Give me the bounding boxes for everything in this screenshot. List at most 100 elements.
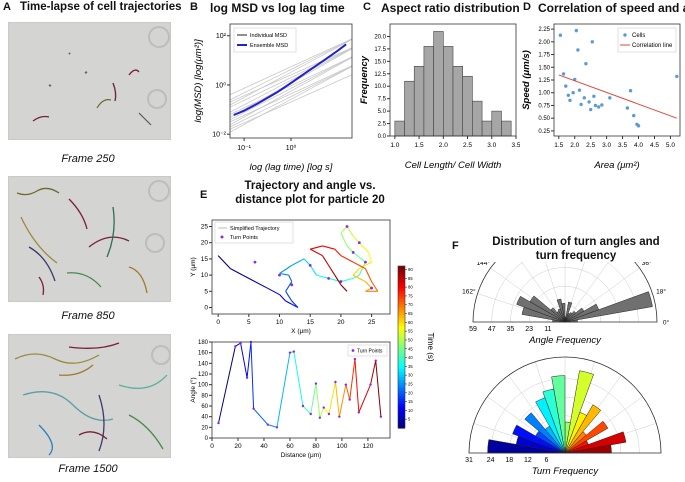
trajectory-segment xyxy=(285,291,293,302)
trajectory-segment xyxy=(309,265,317,276)
panel-c-letter: C xyxy=(363,1,371,13)
angle-segment xyxy=(349,359,356,400)
aspect-x-tick-label: 1.5 xyxy=(415,142,424,149)
colorbar-cell xyxy=(398,384,405,389)
colorbar-cell xyxy=(398,387,405,391)
scatter-point xyxy=(582,96,587,100)
trajectory-segment xyxy=(352,274,366,283)
turnfreq-polar-bar xyxy=(564,404,602,454)
individual-msd-line xyxy=(229,47,353,113)
traj-y-tick-label: 15 xyxy=(201,256,209,263)
turnfreq-polar-radial-tick-label: 31 xyxy=(465,457,473,464)
aspect-x-axis-label: Cell Length/ Cell Width xyxy=(405,160,502,171)
colorbar-tick-label: 5 xyxy=(408,417,411,422)
angle-legend-box xyxy=(347,344,388,357)
trajectory-segment xyxy=(279,294,287,302)
angle-turn-point xyxy=(239,341,242,345)
colorbar-tick-label: 45 xyxy=(408,346,413,351)
turn-point-marker xyxy=(278,273,281,277)
trajectory-segment xyxy=(291,260,302,266)
angle-segment xyxy=(253,408,269,425)
angle-y-tick-label: 120 xyxy=(198,372,209,378)
ensemble-msd-line xyxy=(233,43,347,116)
colorbar-tick-label: 40 xyxy=(408,355,413,360)
angle-segment xyxy=(375,360,382,417)
colorbar-cell xyxy=(398,322,405,326)
scatter-point xyxy=(636,124,641,128)
angle-polar-angle-tick-label: 18° xyxy=(656,287,666,295)
angle-turn-point xyxy=(357,411,361,414)
colorbar-tick-label: 60 xyxy=(408,320,413,325)
speed-x-tick-label: 4.5 xyxy=(650,142,659,149)
turnfreq-polar-bar xyxy=(564,370,594,454)
angle-x-tick-label: 80 xyxy=(312,443,320,450)
colorbar-cell xyxy=(398,409,405,413)
angle-x-tick-label: 40 xyxy=(260,443,268,450)
speed-legend-box xyxy=(617,27,677,53)
angle-segment xyxy=(334,381,340,417)
aspect-y-tick-label: 5.0 xyxy=(378,109,387,115)
angle-y-tick-label: 80 xyxy=(201,393,208,399)
angle-polar-grid-spoke xyxy=(564,262,609,323)
colorbar-cell xyxy=(398,293,405,297)
angle-segment xyxy=(338,384,347,417)
angle-turn-point xyxy=(334,380,337,384)
colorbar-cell xyxy=(398,311,405,316)
trajectory-segment xyxy=(334,274,342,286)
angle-segment xyxy=(315,383,321,418)
angle-polar-angle-tick-label: 0° xyxy=(663,319,670,327)
angle-polar-radial-tick-label: 11 xyxy=(544,326,551,333)
histogram-bar xyxy=(394,120,405,137)
traj-x-tick-label: 0 xyxy=(216,319,220,326)
trajectory-segment xyxy=(242,274,256,283)
colorbar-cell xyxy=(398,357,405,362)
angle-polar-axis-label: Angle Frequency xyxy=(528,335,602,346)
angle-x-tick-label: 100 xyxy=(336,443,347,450)
scatter-point xyxy=(628,88,633,93)
scatter-point xyxy=(590,40,594,44)
histogram-bar xyxy=(501,120,512,137)
turnfreq-polar-radial-tick-label: 12 xyxy=(524,457,532,464)
angle-segment xyxy=(370,360,377,385)
aspect-ratio-histogram: 1.0 1.5 2.0 2.5 3.0 3.5 0.0 2.5 5.0 7.5 10.0 12.5 15… xyxy=(359,23,520,171)
traj-x-tick-label: 5 xyxy=(247,319,251,326)
angle-turn-point xyxy=(327,412,331,416)
turnfreq-polar-bar xyxy=(524,412,566,454)
angle-polar-angle-tick-label: 144° xyxy=(477,262,491,267)
angle-segment xyxy=(250,341,255,409)
speed-x-tick-label: 5.0 xyxy=(666,142,675,149)
angle-polar-bar xyxy=(564,307,585,323)
angle-turn-point xyxy=(318,416,322,419)
angle-segment xyxy=(310,383,317,415)
individual-msd-line xyxy=(229,38,353,101)
trajectory-segment xyxy=(340,255,354,263)
individual-msd-line xyxy=(229,65,353,128)
angle-segment xyxy=(358,384,371,413)
colorbar-cell xyxy=(398,306,405,310)
colorbar-cell xyxy=(398,317,405,321)
colorbar-cell xyxy=(398,279,405,283)
individual-msd-line xyxy=(229,39,353,106)
angle-turn-point xyxy=(344,383,348,386)
scatter-point xyxy=(600,103,604,107)
speed-x-tick-label: 3.0 xyxy=(602,142,611,149)
msd-legend-individual: Individual MSD xyxy=(250,33,287,39)
angle-polar-radial-tick-label: 59 xyxy=(469,326,477,333)
trajectory-segment xyxy=(322,245,335,250)
turn-point-marker xyxy=(308,263,312,267)
angle-y-tick-label: 160 xyxy=(198,351,209,357)
trajectory-segment xyxy=(316,274,329,279)
colorbar-cell xyxy=(398,303,405,308)
scatter-point xyxy=(596,105,601,109)
colorbar-cell xyxy=(398,349,405,353)
histogram-bar xyxy=(413,66,425,137)
msd-y-tick-label: 10² xyxy=(216,33,227,40)
colorbar-cell xyxy=(398,406,405,410)
speed-x-tick-label: 1.5 xyxy=(554,142,563,149)
angle-turn-point xyxy=(301,404,305,408)
colorbar-cell xyxy=(398,382,405,386)
histogram-bar xyxy=(404,80,415,137)
angle-turn-point xyxy=(217,421,220,425)
angle-turn-point xyxy=(275,426,279,429)
angle-turn-point xyxy=(309,412,312,416)
